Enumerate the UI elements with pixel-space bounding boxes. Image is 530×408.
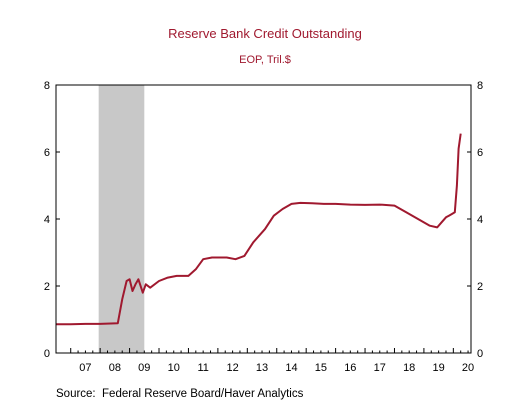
- x-tick-label: 17: [374, 362, 386, 374]
- x-tick-label: 16: [344, 362, 356, 374]
- x-tick-label: 09: [138, 362, 150, 374]
- x-tick-label: 10: [168, 362, 180, 374]
- chart-subtitle: EOP, Tril.$: [239, 54, 291, 66]
- x-tick-label: 11: [197, 362, 208, 374]
- chart-title: Reserve Bank Credit Outstanding: [168, 26, 362, 41]
- x-tick-label: 13: [256, 362, 268, 374]
- y-tick-label: 6: [44, 147, 50, 159]
- x-tick-label: 14: [285, 362, 297, 374]
- y2-tick-label: 0: [477, 348, 483, 360]
- y2-tick-label: 8: [477, 80, 483, 92]
- x-tick-label: 12: [226, 362, 238, 374]
- y2-tick-label: 6: [477, 147, 483, 159]
- y-tick-label: 2: [44, 281, 50, 293]
- source-note: Source: Federal Reserve Board/Haver Anal…: [56, 388, 304, 400]
- series-line: [56, 133, 462, 326]
- y-tick-label: 4: [44, 214, 50, 226]
- axes: 0 0 2 2 4 4 6 6 8 8 07 08 09 10 11 12 13 14 15 16 17 18 19 20: [44, 80, 483, 374]
- y-tick-label: 0: [44, 348, 50, 360]
- y-tick-label: 8: [44, 80, 50, 92]
- y2-tick-label: 2: [477, 281, 483, 293]
- x-tick-label: 18: [403, 362, 415, 374]
- recession-shading: [98, 85, 145, 353]
- x-tick-label: 08: [109, 362, 121, 374]
- x-tick-label: 19: [432, 362, 444, 374]
- x-tick-label: 15: [315, 362, 327, 374]
- x-tick-label: 20: [462, 362, 474, 374]
- x-tick-label: 07: [79, 362, 91, 374]
- y2-tick-label: 4: [477, 214, 483, 226]
